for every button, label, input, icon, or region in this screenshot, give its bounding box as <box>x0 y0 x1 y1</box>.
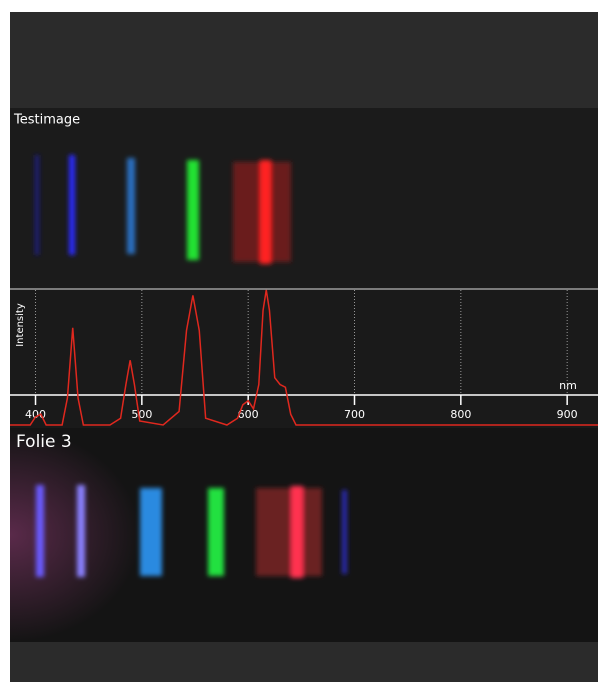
band <box>187 160 199 260</box>
band <box>256 488 322 576</box>
band <box>35 155 39 255</box>
band <box>208 488 224 576</box>
top-bar <box>10 12 598 108</box>
bottom-bar <box>10 642 598 682</box>
chart-panel <box>10 288 598 428</box>
app-screen: Testimage Folie 3 nm Intensity 400500600… <box>0 0 598 682</box>
band <box>342 490 347 574</box>
band <box>69 155 75 255</box>
band <box>260 160 271 264</box>
test-image-panel <box>10 108 598 288</box>
x-axis-label: nm <box>559 379 577 392</box>
panel-label: Folie 3 <box>16 432 72 452</box>
x-tick-label: 700 <box>344 408 365 421</box>
y-axis-label: Intensity <box>15 303 26 347</box>
x-tick-label: 500 <box>131 408 152 421</box>
panel-label: Testimage <box>13 113 80 128</box>
band <box>291 486 303 578</box>
x-tick-label: 900 <box>557 408 578 421</box>
band <box>77 485 85 577</box>
band <box>140 488 162 576</box>
band <box>127 158 135 254</box>
band <box>36 485 44 577</box>
x-tick-label: 800 <box>450 408 471 421</box>
